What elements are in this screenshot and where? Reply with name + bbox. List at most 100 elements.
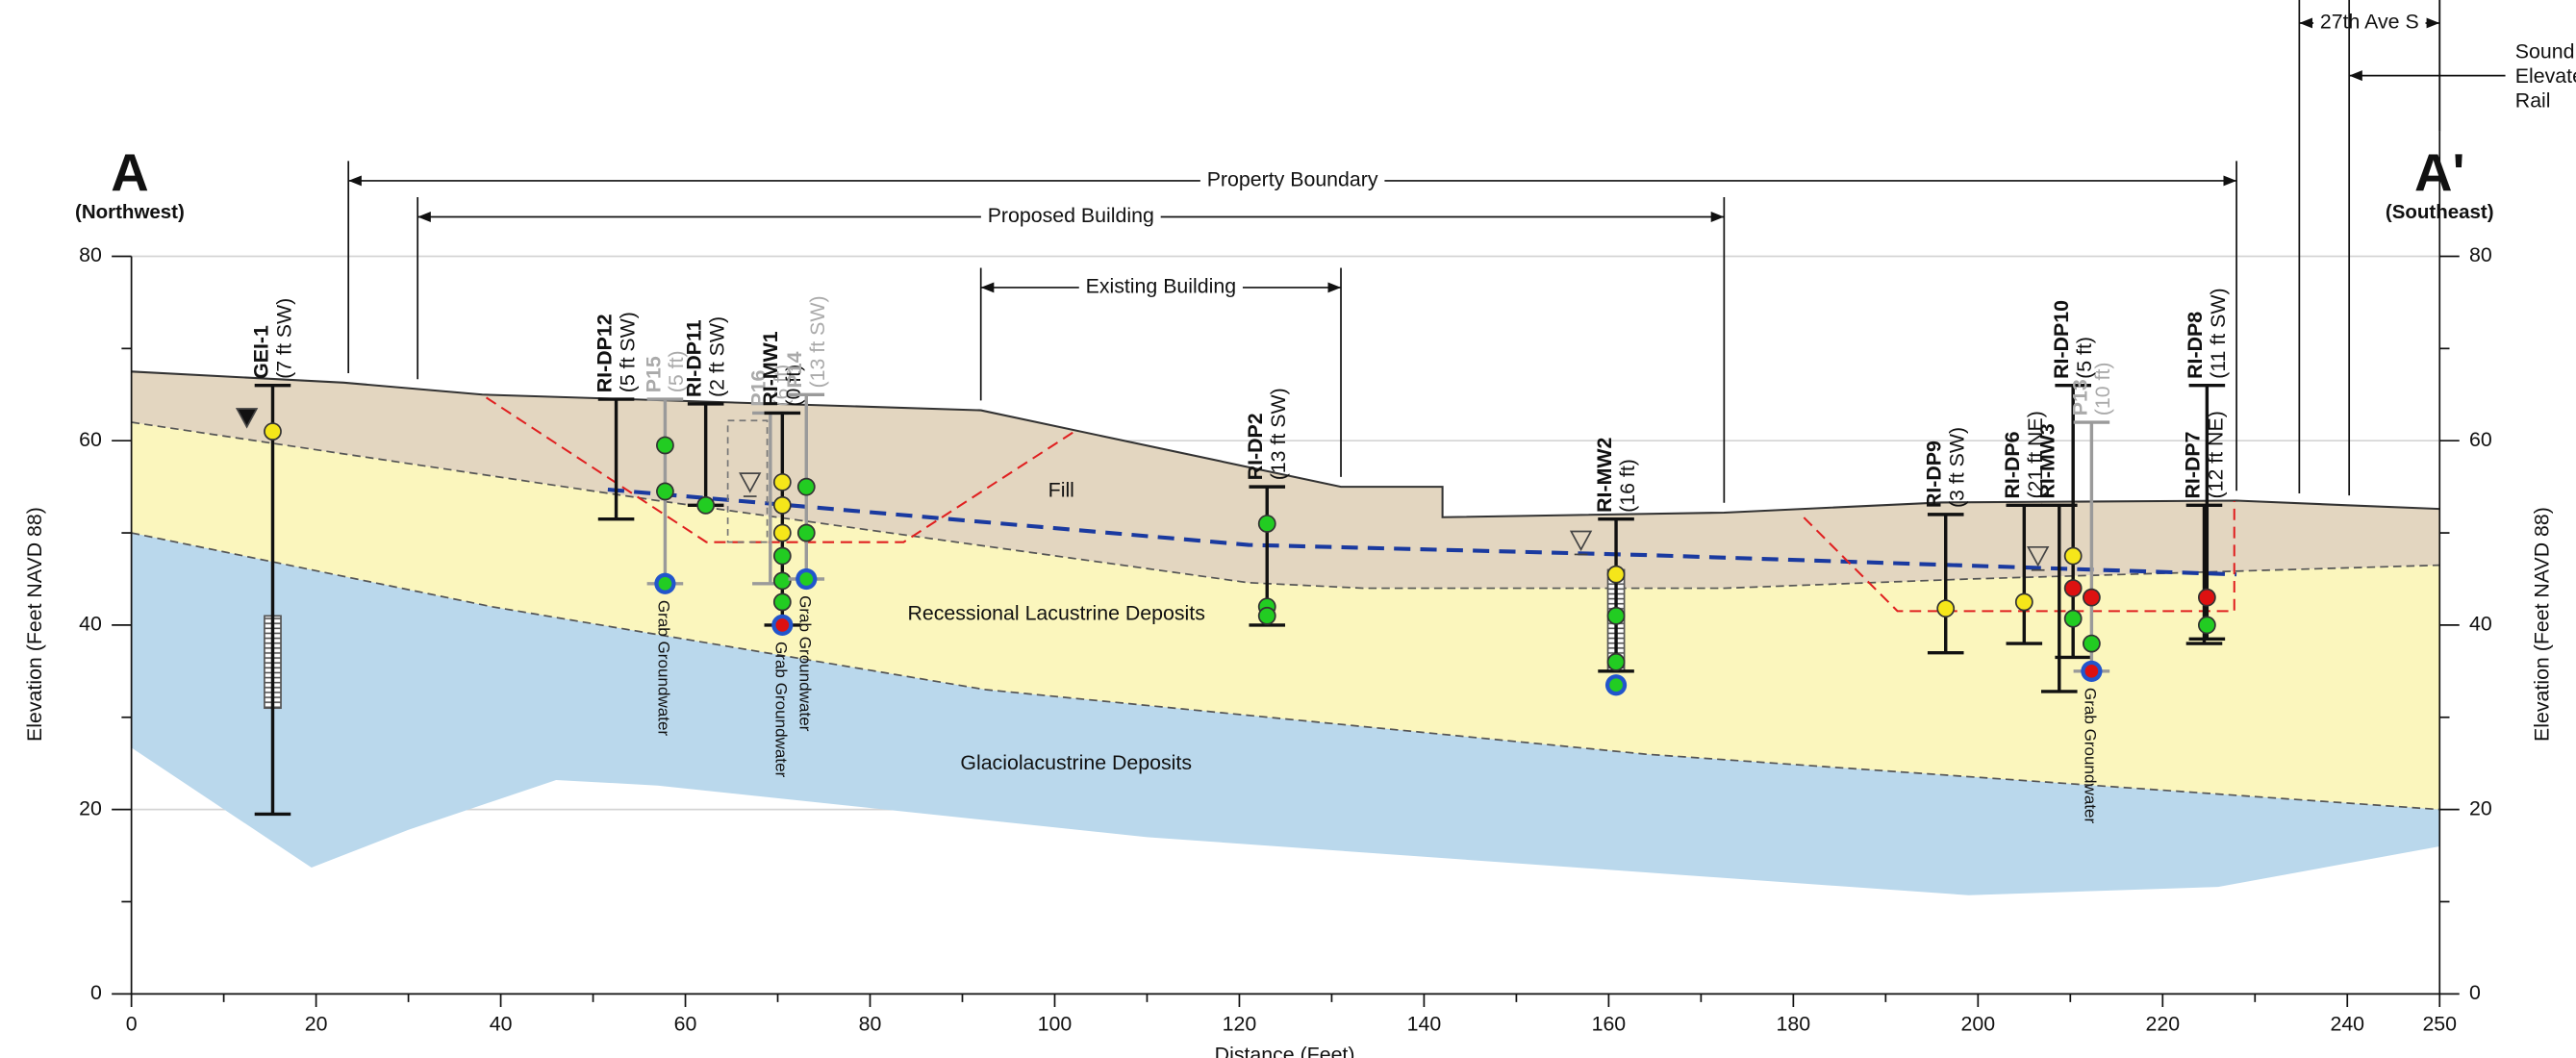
boring-note: (13 ft SW) — [1267, 388, 1290, 480]
boring-name: P13 — [2068, 379, 2091, 416]
x-tick-label: 120 — [1223, 1012, 1257, 1035]
x-tick-label: 220 — [2145, 1012, 2180, 1035]
sample — [775, 618, 789, 632]
sample — [657, 437, 673, 453]
sample — [2199, 590, 2215, 606]
boring-name: RI-DP12 — [593, 314, 616, 392]
x-tick-label: 250 — [2422, 1012, 2457, 1035]
cross-section: Fill Recessional Lacustrine Deposits Glaci… — [0, 0, 2576, 1058]
y-tick-label: 40 — [2469, 613, 2492, 636]
sample — [774, 593, 791, 610]
sample — [2065, 611, 2082, 627]
boring-name: RI-MW1 — [759, 331, 782, 406]
boring-note: (2 ft SW) — [705, 316, 728, 397]
unit-label: Fill — [1048, 478, 1074, 501]
sample — [798, 525, 815, 542]
x-tick-label: 60 — [674, 1012, 697, 1035]
x-tick-label: 20 — [305, 1012, 328, 1035]
boring-name: RI-DP2 — [1244, 413, 1267, 480]
grab-label: Grab Groundwater — [771, 642, 790, 778]
sample — [1608, 654, 1625, 670]
boring-note: (7 ft SW) — [272, 298, 295, 379]
x-tick-label: 40 — [490, 1012, 513, 1035]
unit-label: Glaciolacustrine Deposits — [960, 751, 1192, 774]
x-tick-label: 140 — [1407, 1012, 1442, 1035]
boring-name: RI-MW2 — [1593, 438, 1616, 513]
sample — [774, 572, 791, 589]
boring-name: P14 — [783, 351, 806, 388]
sample — [774, 497, 791, 514]
grab-label: Grab Groundwater — [796, 595, 814, 732]
boring-note: (3 ft SW) — [1946, 427, 1969, 508]
annotation-label: 27th Ave S — [2320, 11, 2419, 34]
sample — [1259, 516, 1275, 532]
sample — [2199, 617, 2215, 633]
boring-name: P15 — [642, 356, 665, 392]
y-tick-label: 20 — [79, 796, 102, 819]
section-label: A — [111, 143, 148, 202]
x-axis-title: Distance (Feet) — [1215, 1043, 1355, 1058]
sample — [774, 525, 791, 542]
x-tick-label: 80 — [859, 1012, 882, 1035]
boring-name: RI-DP8 — [2184, 312, 2207, 379]
x-tick-label: 160 — [1592, 1012, 1627, 1035]
sample — [774, 474, 791, 491]
y-tick-label: 80 — [79, 243, 102, 266]
y-axis-title: Elevation (Feet NAVD 88) — [23, 507, 46, 742]
sample — [2065, 547, 2082, 564]
boring-note: (11 ft SW) — [2207, 288, 2230, 378]
grab-label: Grab Groundwater — [655, 600, 673, 737]
boring-note: (5 ft SW) — [616, 312, 639, 392]
sample — [265, 423, 281, 440]
sample — [1937, 600, 1954, 617]
boring-note: (16 ft) — [1616, 459, 1639, 513]
sample — [2085, 665, 2099, 678]
boring-note: (10 ft) — [2091, 362, 2114, 416]
section-sub: (Northwest) — [75, 201, 185, 223]
sample — [799, 572, 813, 586]
annotation-label: Proposed Building — [988, 204, 1154, 227]
annotation-label: Property Boundary — [1207, 168, 1378, 191]
sample — [2016, 593, 2033, 610]
grab-label: Grab Groundwater — [2082, 688, 2100, 824]
sample — [1608, 567, 1625, 583]
y-tick-label: 40 — [79, 613, 102, 636]
sample — [774, 547, 791, 564]
boring-name: RI-DP9 — [1923, 441, 1946, 508]
y-tick-label: 20 — [2469, 796, 2492, 819]
sample — [2084, 590, 2100, 606]
x-tick-label: 0 — [126, 1012, 138, 1035]
annotation-label: Existing Building — [1086, 275, 1237, 298]
annotation-label: Sound Transit — [2515, 39, 2576, 63]
sample — [2084, 636, 2100, 652]
boring-note: (13 ft SW) — [806, 295, 829, 388]
y-tick-label: 80 — [2469, 243, 2492, 266]
boring-name: RI-DP6 — [2001, 431, 2024, 498]
sample — [2065, 580, 2082, 596]
page: Fill Recessional Lacustrine Deposits Glaci… — [0, 0, 2576, 1058]
x-tick-label: 240 — [2330, 1012, 2364, 1035]
y-tick-label: 0 — [90, 981, 102, 1004]
y-tick-label: 60 — [79, 428, 102, 451]
y-axis-title: Elevation (Feet NAVD 88) — [2530, 507, 2553, 742]
annotation-label: Elevated — [2515, 64, 2576, 88]
y-tick-label: 60 — [2469, 428, 2492, 451]
sample — [798, 479, 815, 495]
sample — [1609, 678, 1623, 692]
sample — [657, 483, 673, 499]
boring-name: RI-MW3 — [2036, 423, 2059, 498]
x-tick-label: 180 — [1777, 1012, 1811, 1035]
sample — [1608, 608, 1625, 624]
section-sub: (Southeast) — [2386, 201, 2494, 223]
unit-label: Recessional Lacustrine Deposits — [907, 601, 1204, 624]
boring-name: GEI-1 — [249, 325, 272, 379]
y-tick-label: 0 — [2469, 981, 2481, 1004]
section-label: A' — [2414, 143, 2464, 202]
x-tick-label: 200 — [1961, 1012, 1996, 1035]
boring-name: RI-DP7 — [2181, 432, 2204, 499]
annotation-label: Rail — [2515, 89, 2551, 113]
x-tick-label: 100 — [1038, 1012, 1073, 1035]
boring-name: RI-DP10 — [2050, 300, 2073, 379]
sample — [659, 577, 672, 591]
sample — [697, 497, 714, 514]
